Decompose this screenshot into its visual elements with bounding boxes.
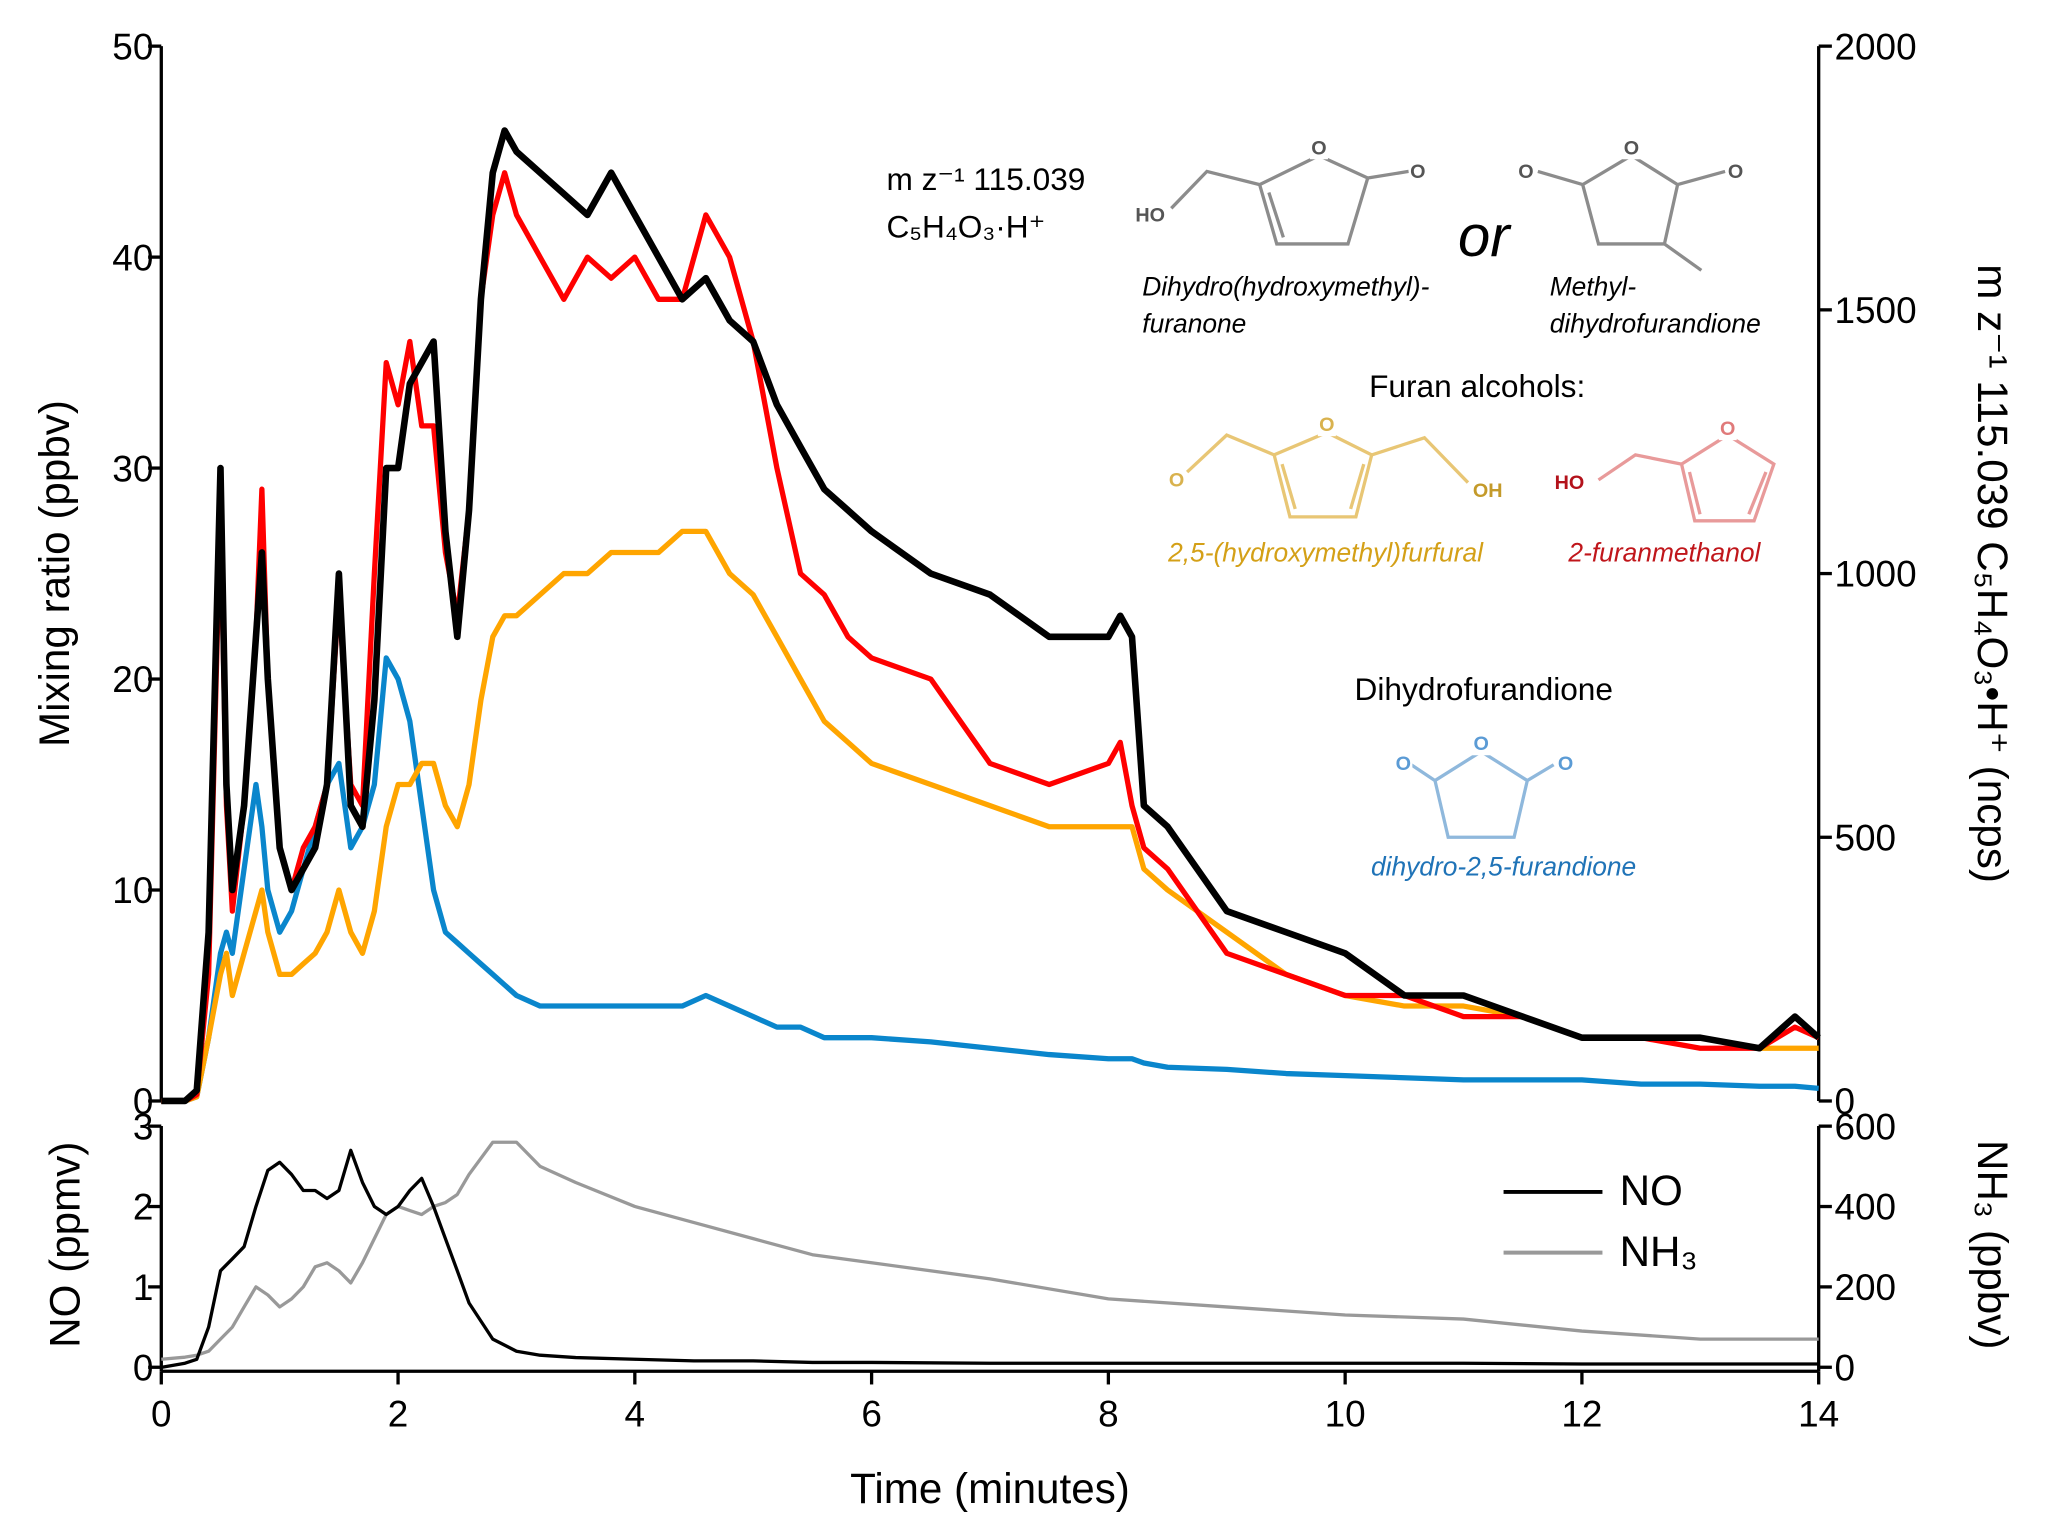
y-tick-label: 3 — [133, 1106, 154, 1147]
atom-label: O — [1396, 753, 1411, 775]
series-line — [161, 1140, 1819, 1361]
series-line — [161, 655, 1819, 1104]
atom-background — [1726, 161, 1745, 184]
y-tick-label: 0 — [133, 1347, 154, 1388]
atom-background — [1553, 472, 1586, 495]
y2-tick-label: 2000 — [1835, 26, 1917, 67]
atom-background — [1718, 418, 1737, 441]
y2-tick-label: 0 — [1835, 1347, 1856, 1388]
atom-label: O — [1473, 733, 1488, 755]
annotation: 2,5-(hydroxymethyl)furfural — [1167, 538, 1484, 568]
y2-tick-label: 200 — [1835, 1267, 1897, 1308]
y-tick-label: 40 — [112, 237, 153, 278]
annotation: furanone — [1142, 308, 1246, 338]
structure-hmf — [1185, 430, 1470, 519]
atom-label: HO — [1555, 472, 1585, 494]
y-tick-label: 10 — [112, 870, 153, 911]
structure-furanmethanol — [1597, 433, 1776, 523]
y2-tick-label: 500 — [1835, 817, 1897, 858]
atom-background — [1472, 733, 1491, 756]
y-tick-label: 20 — [112, 659, 153, 700]
atom-background — [1317, 414, 1336, 437]
atom-label: OH — [1473, 480, 1503, 502]
y-tick-label: 50 — [112, 26, 153, 67]
x-tick-label: 4 — [625, 1394, 646, 1435]
annotation: C₅H₄O₃·H⁺ — [886, 208, 1045, 244]
series-line — [161, 1148, 1819, 1369]
atom-background — [1408, 161, 1427, 184]
annotation: Dihydrofurandione — [1355, 671, 1613, 707]
y2-tick-label: 0 — [1835, 1081, 1856, 1122]
x-axis-title: Time (minutes) — [850, 1465, 1130, 1512]
series-line — [161, 528, 1819, 1104]
y2-tick-label: 1000 — [1835, 554, 1917, 595]
y-axis-title: Mixing ratio (ppbv) — [31, 400, 78, 747]
atom-background — [1516, 161, 1535, 184]
annotation: Methyl- — [1550, 271, 1637, 301]
series-line — [161, 127, 1821, 1105]
y2-axis-title: NH₃ (ppbv) — [1969, 1140, 2016, 1349]
legend-label: NH₃ — [1620, 1228, 1698, 1275]
atom-background — [1134, 204, 1167, 227]
annotation: dihydrofurandione — [1550, 308, 1761, 338]
x-tick-label: 2 — [388, 1394, 409, 1435]
annotation: Furan alcohols: — [1369, 368, 1585, 404]
atom-background — [1309, 137, 1328, 160]
y-tick-label: 0 — [133, 1081, 154, 1122]
y2-tick-label: 400 — [1835, 1187, 1897, 1228]
atom-label: O — [1319, 414, 1334, 436]
atom-label: O — [1728, 161, 1743, 183]
y2-tick-label: 600 — [1835, 1106, 1897, 1147]
y-tick-label: 30 — [112, 448, 153, 489]
x-tick-label: 8 — [1098, 1394, 1119, 1435]
atom-label: O — [1410, 161, 1425, 183]
x-tick-label: 0 — [151, 1394, 172, 1435]
atom-background — [1394, 753, 1413, 776]
structure-methyldihydrofurandione — [1537, 153, 1726, 272]
x-tick-label: 10 — [1325, 1394, 1366, 1435]
x-tick-label: 6 — [861, 1394, 882, 1435]
atom-label: O — [1169, 470, 1184, 492]
y2-tick-label: 1500 — [1835, 290, 1917, 331]
annotation: dihydro-2,5-furandione — [1371, 852, 1636, 882]
atom-background — [1622, 137, 1641, 160]
atom-background — [1556, 753, 1575, 776]
y-axis-title: NO (ppmv) — [42, 1142, 89, 1348]
x-tick-label: 12 — [1561, 1394, 1602, 1435]
atom-label: O — [1558, 753, 1573, 775]
atom-label: O — [1720, 418, 1735, 440]
y2-axis-title: m z⁻¹ 115.039 C₅H₄O₃•H⁺ (ncps) — [1969, 264, 2016, 883]
structure-dihydrofurandione — [1410, 749, 1555, 839]
atom-background — [1167, 469, 1186, 492]
structure-hydroxymethylfuranone — [1170, 153, 1409, 246]
y-tick-label: 1 — [133, 1267, 154, 1308]
annotation: or — [1458, 204, 1512, 269]
atom-label: O — [1518, 161, 1533, 183]
atom-label: O — [1624, 137, 1639, 159]
atom-label: O — [1311, 137, 1326, 159]
x-tick-label: 14 — [1798, 1394, 1839, 1435]
y-tick-label: 2 — [133, 1187, 154, 1228]
annotation: 2-furanmethanol — [1567, 538, 1761, 568]
annotation: Dihydro(hydroxymethyl)- — [1142, 271, 1429, 301]
atom-background — [1471, 480, 1504, 503]
structures — [1170, 153, 1776, 839]
annotation: m z⁻¹ 115.039 — [886, 161, 1085, 197]
legend-label: NO — [1620, 1167, 1683, 1214]
atom-label: HO — [1135, 205, 1165, 227]
